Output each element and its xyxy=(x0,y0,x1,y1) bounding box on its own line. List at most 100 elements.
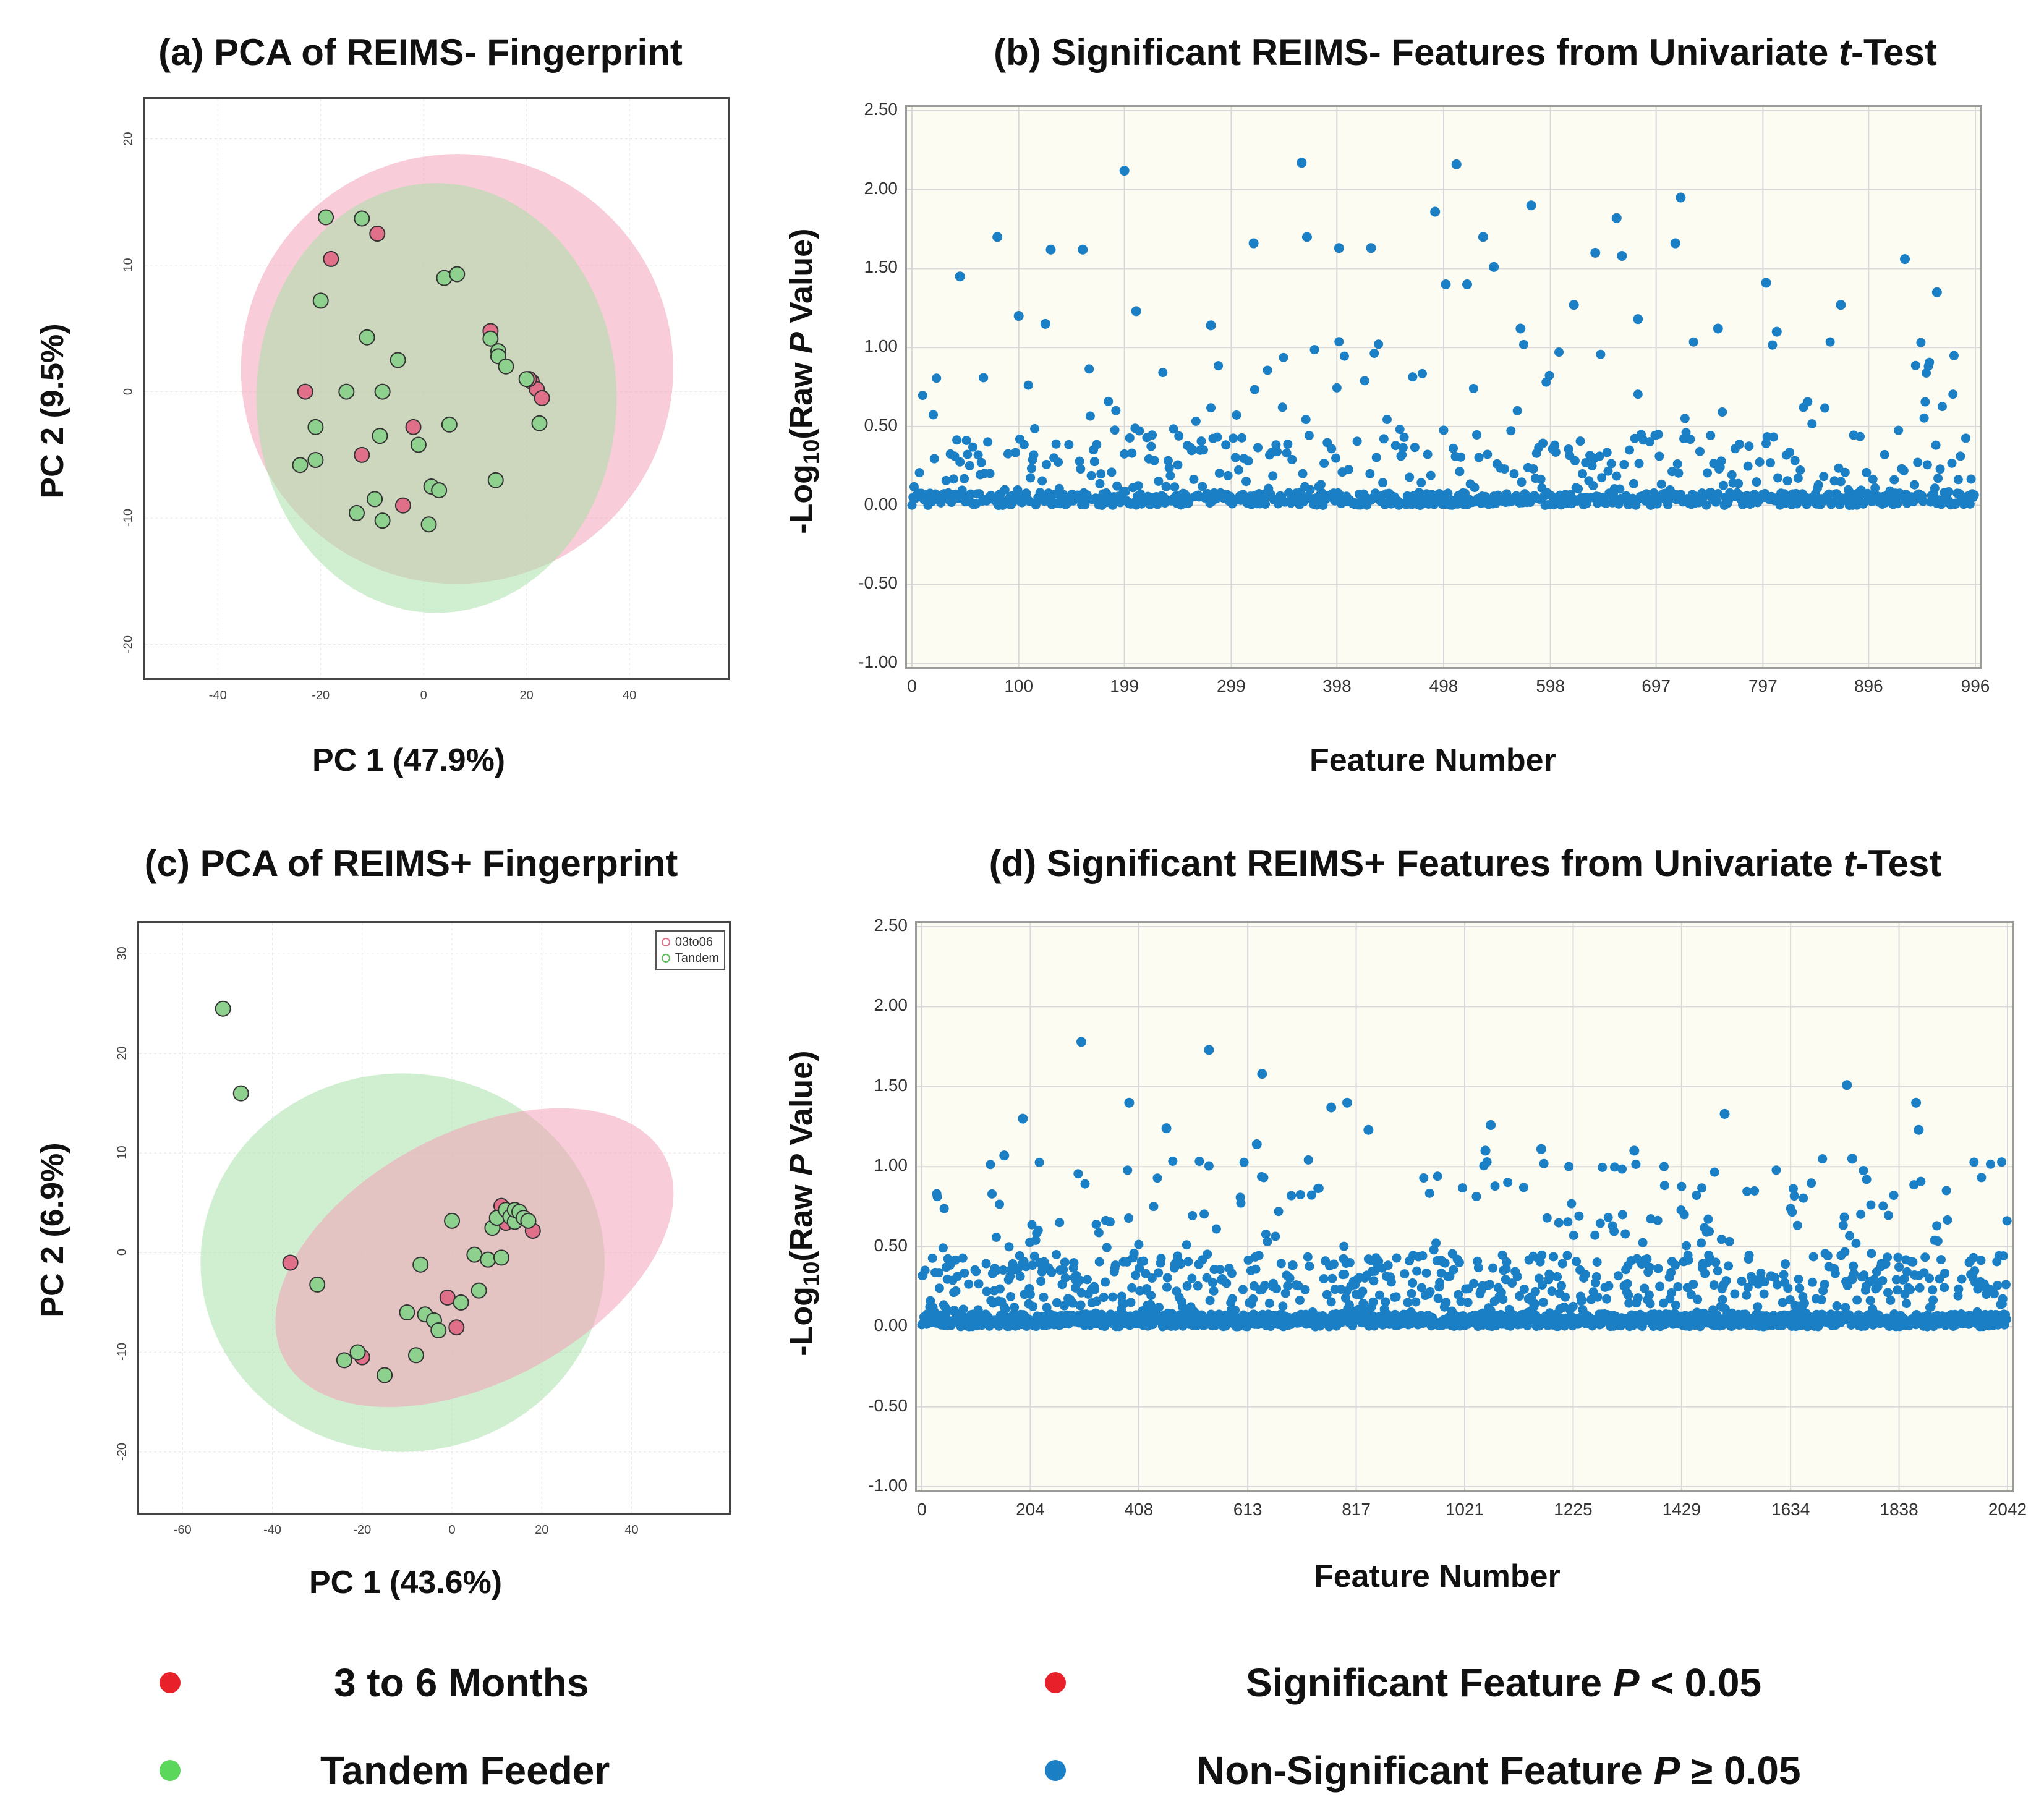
y-tick-label: -1.00 xyxy=(858,652,898,671)
feature-point xyxy=(1783,1283,1793,1293)
feature-point xyxy=(1277,402,1287,412)
x-tick-label: 20 xyxy=(519,689,534,702)
feature-point xyxy=(1889,475,1899,485)
feature-point xyxy=(1672,459,1682,469)
feature-point xyxy=(992,232,1003,242)
x-tick-label: -40 xyxy=(208,689,227,702)
feature-point xyxy=(1595,1218,1605,1228)
feature-point xyxy=(1003,449,1013,459)
feature-point xyxy=(1196,436,1206,446)
feature-point xyxy=(1382,415,1392,425)
feature-point xyxy=(1710,1167,1719,1177)
pca-point-tandem xyxy=(215,1000,231,1017)
red-dot-icon xyxy=(160,1672,181,1693)
feature-point xyxy=(1469,1278,1479,1288)
feature-point xyxy=(1703,1214,1713,1224)
feature-point xyxy=(1536,474,1546,484)
feature-point xyxy=(1825,337,1835,347)
feature-point xyxy=(1421,1268,1431,1278)
feature-point xyxy=(1257,1069,1267,1079)
feature-point xyxy=(986,1160,995,1170)
feature-point xyxy=(1642,1254,1652,1264)
feature-point xyxy=(1713,489,1723,499)
feature-point xyxy=(1610,1162,1620,1172)
x-tick-label: 0 xyxy=(907,676,917,695)
pca-point-03to06 xyxy=(439,1289,456,1306)
pca-point-tandem xyxy=(466,1246,483,1263)
pca-point-tandem xyxy=(348,504,365,521)
feature-point xyxy=(1609,1226,1619,1236)
feature-point xyxy=(1034,1157,1044,1167)
feature-point xyxy=(1659,1162,1669,1171)
feature-point xyxy=(1000,1304,1010,1314)
feature-point xyxy=(1092,1296,1102,1306)
feature-point xyxy=(1530,1286,1540,1296)
x-tick-label: -60 xyxy=(173,1523,192,1537)
feature-point xyxy=(1940,1283,1949,1293)
feature-point xyxy=(1369,1276,1379,1286)
feature-point xyxy=(1142,1284,1152,1294)
feature-point xyxy=(1718,1294,1727,1304)
feature-point xyxy=(1119,166,1130,176)
feature-point xyxy=(1557,1281,1567,1291)
feature-point xyxy=(1416,478,1426,488)
feature-point xyxy=(1094,1257,1104,1267)
feature-point xyxy=(1937,402,1947,412)
pca-point-tandem xyxy=(336,1352,352,1369)
feature-point xyxy=(1211,1224,1221,1234)
feature-point xyxy=(1102,1243,1112,1252)
feature-point xyxy=(1327,1273,1337,1283)
feature-point xyxy=(1771,1165,1781,1175)
panel-d-title-suffix: -Test xyxy=(1855,843,1942,884)
feature-point xyxy=(1645,1299,1655,1309)
feature-point xyxy=(1700,1269,1710,1278)
feature-point xyxy=(1752,477,1761,487)
feature-point xyxy=(1633,1293,1643,1303)
panel-d-title-italic: t xyxy=(1843,843,1856,884)
feature-point xyxy=(1539,1158,1549,1168)
feature-point xyxy=(1866,1200,1876,1210)
y-tick-label: 0 xyxy=(121,388,135,395)
feature-point xyxy=(1985,1159,1995,1169)
y-tick-label: 20 xyxy=(115,1046,129,1060)
pca-point-tandem xyxy=(518,371,535,388)
feature-point xyxy=(1111,406,1121,415)
feature-point xyxy=(1590,1230,1600,1240)
feature-point xyxy=(1624,1298,1634,1308)
feature-point xyxy=(1832,1301,1842,1311)
feature-point xyxy=(1028,1301,1038,1311)
feature-point xyxy=(918,391,927,401)
feature-point xyxy=(1149,1202,1159,1212)
feature-point xyxy=(1688,337,1698,347)
panel-b-title: (b) Significant REIMS- Features from Uni… xyxy=(940,31,1991,74)
legend-group1-label: 3 to 6 Months xyxy=(334,1660,589,1705)
y-tick-label: 0.00 xyxy=(874,1315,908,1335)
feature-point xyxy=(1724,1261,1734,1271)
feature-point xyxy=(1397,450,1407,460)
feature-point xyxy=(1326,1297,1336,1307)
feature-point xyxy=(1104,396,1114,406)
x-tick-label: 498 xyxy=(1429,676,1458,695)
feature-point xyxy=(1640,1283,1650,1293)
feature-point xyxy=(1480,1145,1491,1156)
feature-point xyxy=(1765,458,1775,468)
feature-point xyxy=(1677,1181,1687,1191)
y-tick-label: 1.50 xyxy=(874,1075,908,1095)
feature-point xyxy=(960,1268,969,1278)
feature-point xyxy=(1813,480,1823,490)
pca-point-tandem xyxy=(430,1322,447,1339)
x-tick-label: 199 xyxy=(1110,676,1139,695)
feature-point xyxy=(1544,370,1554,380)
feature-point xyxy=(1161,482,1171,491)
feature-point xyxy=(1271,440,1281,450)
feature-point xyxy=(1298,469,1308,478)
feature-point xyxy=(948,474,958,484)
feature-point xyxy=(1203,1249,1212,1259)
panel-a-chart xyxy=(145,99,728,678)
feature-point xyxy=(1724,1236,1734,1246)
feature-point xyxy=(1587,461,1597,470)
feature-point xyxy=(1031,1235,1041,1245)
feature-point xyxy=(1856,1209,1866,1219)
feature-point xyxy=(1458,1183,1468,1193)
feature-point xyxy=(1473,1263,1483,1273)
